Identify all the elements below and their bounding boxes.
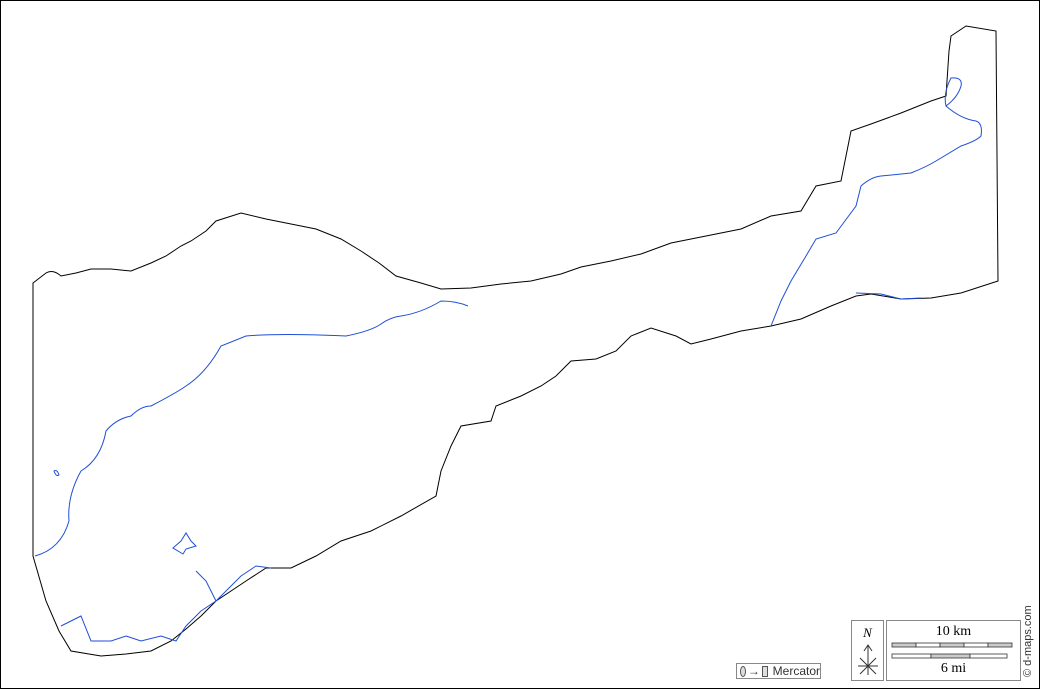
scale-mi-label: 6 mi [940, 661, 967, 676]
projection-legend: → Mercator [736, 663, 821, 679]
river-east [770, 77, 982, 327]
pond [53, 470, 60, 476]
credit-text: © d-maps.com [1022, 605, 1034, 677]
scale-bars [891, 642, 1013, 659]
scale-km-label: 10 km [935, 624, 972, 639]
lake [172, 532, 197, 555]
arrow-icon: → [747, 664, 760, 678]
stream-southwest [195, 570, 217, 602]
north-arrow: N [851, 620, 884, 681]
compass-icon [858, 644, 878, 675]
rivers [34, 77, 982, 642]
river-northeast [855, 292, 922, 300]
river-main [34, 300, 469, 557]
scale-bar: 10 km 6 mi [886, 620, 1021, 681]
river-southwest [60, 565, 272, 642]
region-boundary [32, 25, 999, 657]
plane-icon [761, 665, 768, 677]
north-label: N [863, 625, 872, 640]
globe-icon [740, 665, 746, 677]
projection-label: Mercator [772, 664, 820, 678]
